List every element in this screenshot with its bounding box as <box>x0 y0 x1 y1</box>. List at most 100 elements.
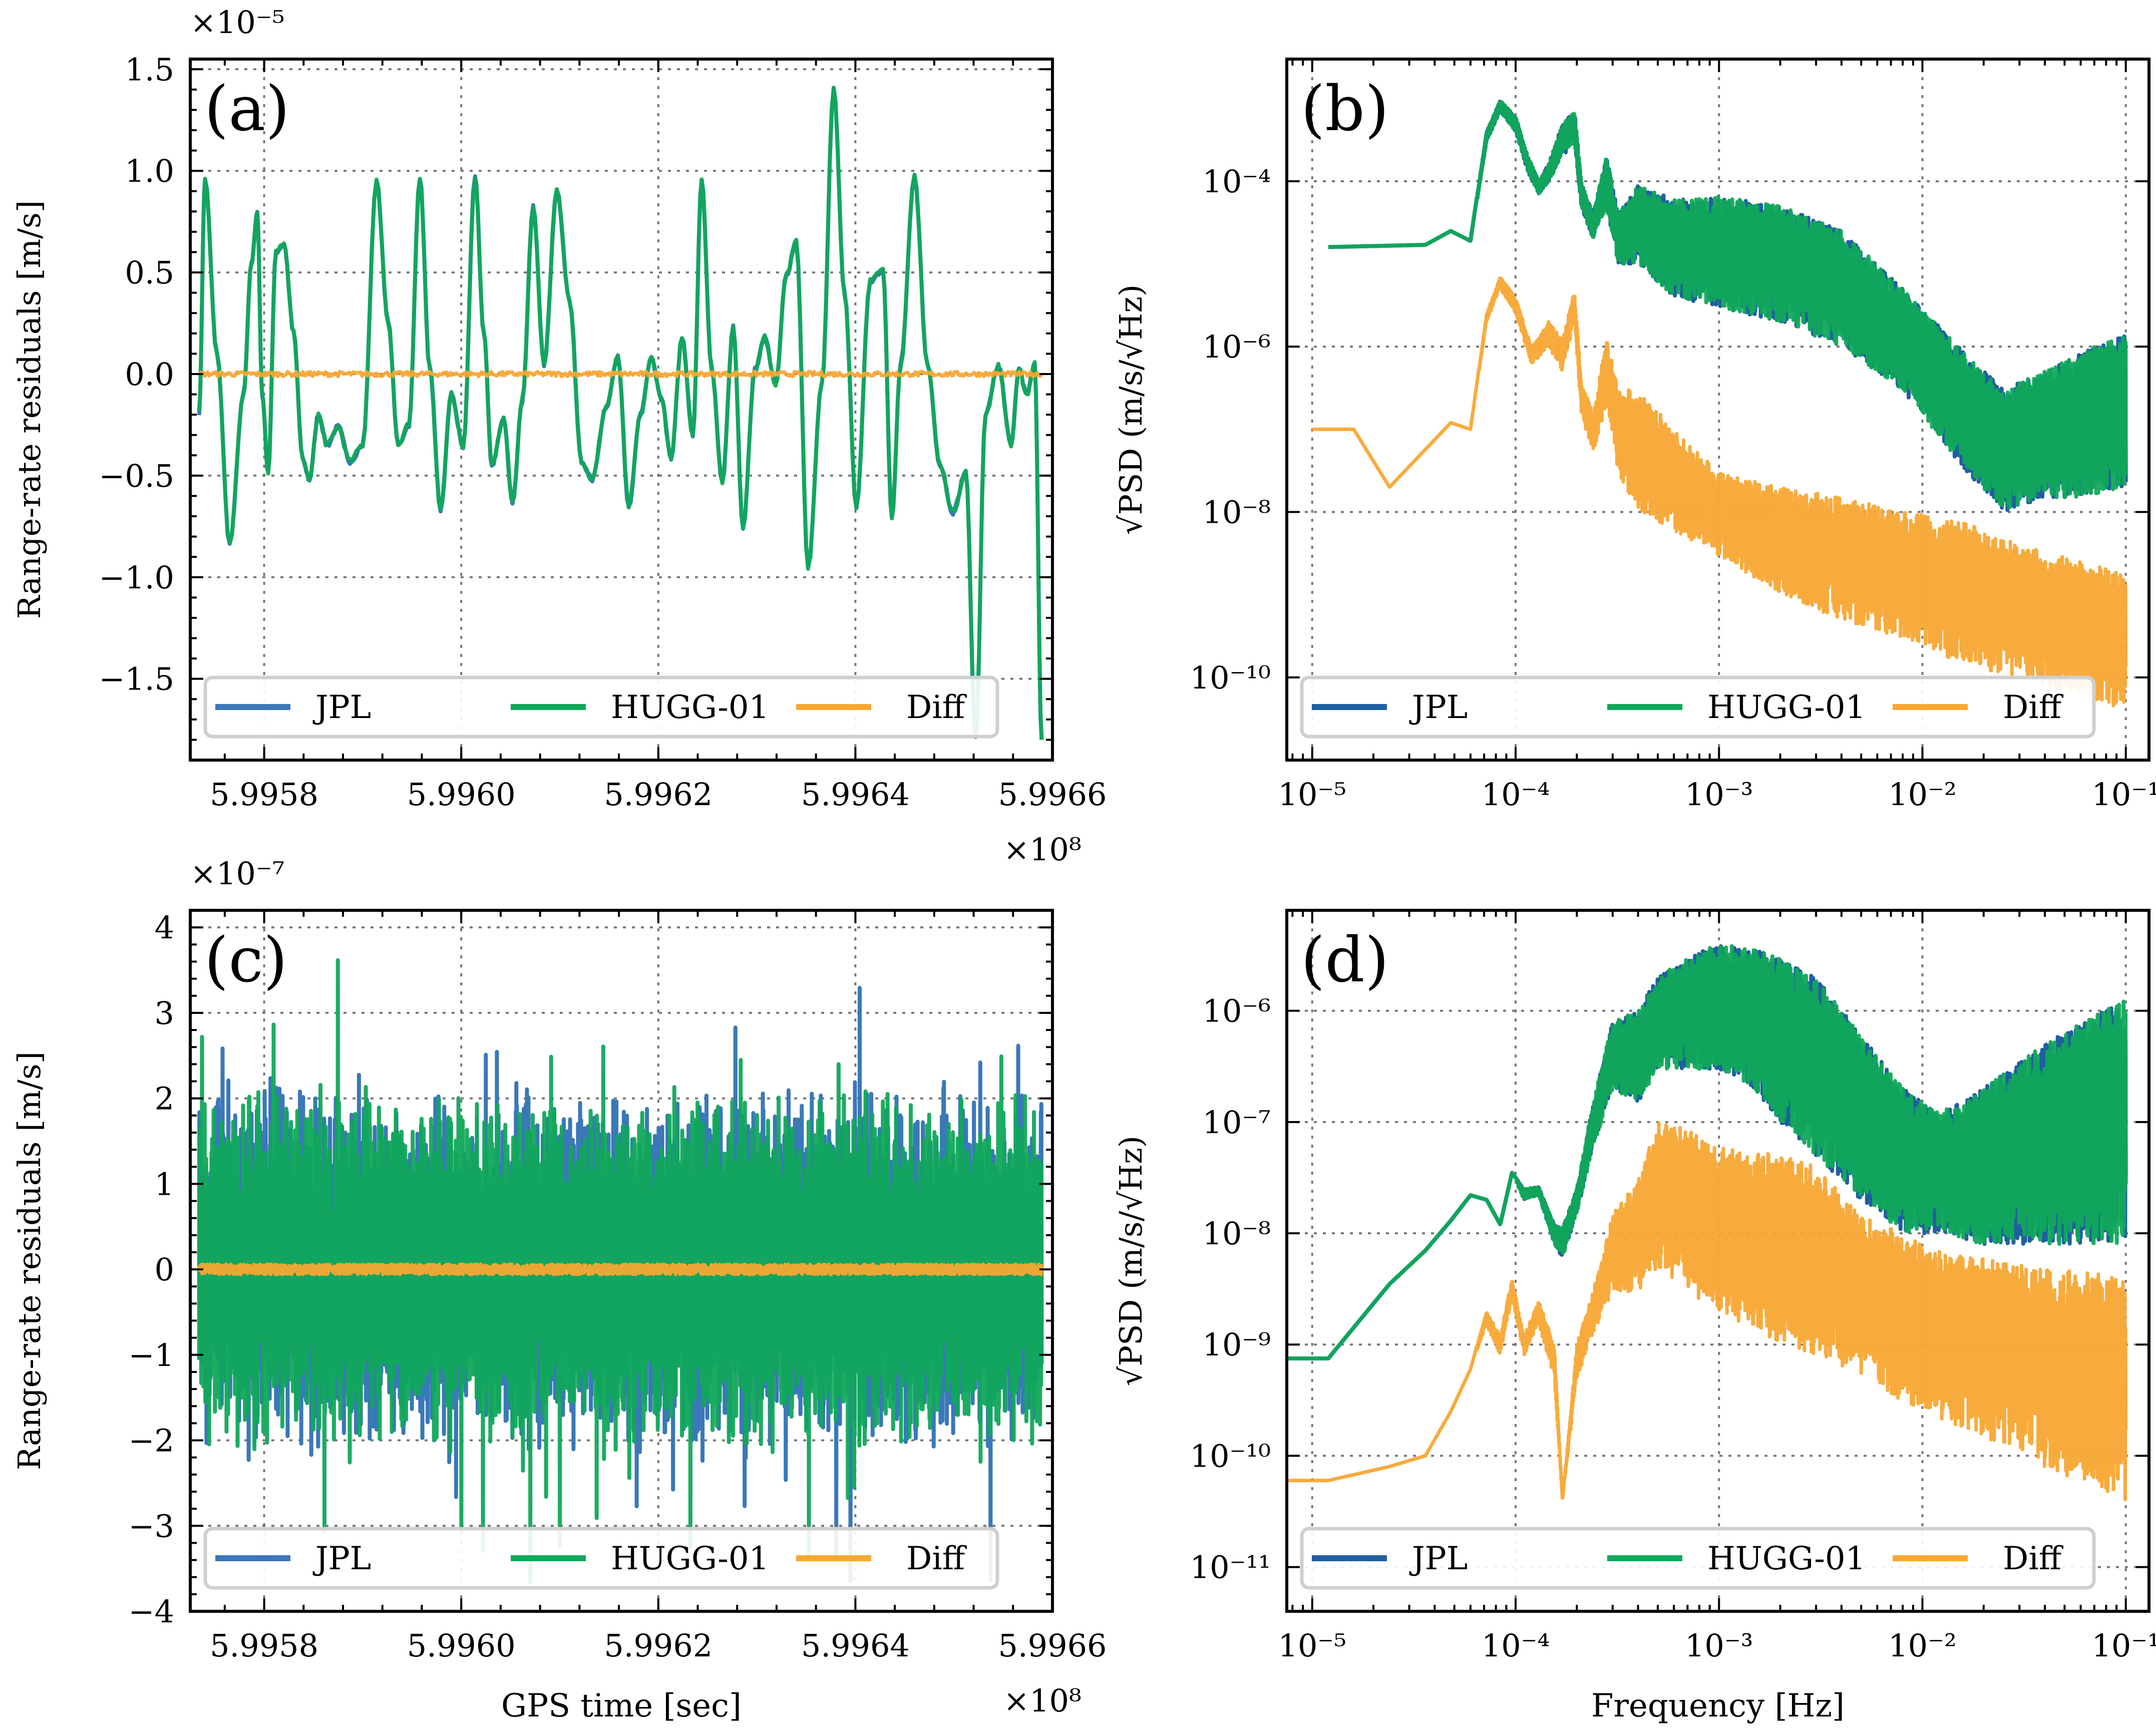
y-tick-label: 0.0 <box>125 356 174 393</box>
y-tick-label: 2 <box>155 1081 174 1117</box>
legend: JPL HUGG-01 Diff <box>203 1527 999 1590</box>
legend-label-hugg-01: HUGG-01 <box>1707 1540 1866 1577</box>
legend-box <box>203 675 999 739</box>
legend-label-diff: Diff <box>906 689 967 726</box>
x-tick-label: 10⁻¹ <box>2091 776 2156 813</box>
ticks <box>1287 910 2149 1611</box>
y-tick-label: 10⁻⁶ <box>1203 993 1271 1029</box>
legend-label-hugg-01: HUGG-01 <box>1707 689 1866 726</box>
ticks <box>190 910 1053 1612</box>
x-multiplier: ×10⁸ <box>1003 831 1082 868</box>
series-hugg-01 <box>1287 944 2128 1360</box>
panel-label: (b) <box>1301 73 1389 145</box>
x-tick-label: 10⁻⁴ <box>1482 776 1550 813</box>
y-tick-label: 3 <box>155 995 174 1031</box>
series-hugg-01 <box>197 86 1044 740</box>
y-axis-label: √PSD (m/s/√Hz) <box>1113 1136 1149 1386</box>
y-tick-label: 10⁻¹¹ <box>1190 1549 1271 1586</box>
y-tick-label: 10⁻⁴ <box>1203 163 1271 200</box>
y-tick-label: −3 <box>129 1508 174 1544</box>
x-tick-label: 10⁻³ <box>1685 776 1753 813</box>
x-multiplier: ×10⁸ <box>1003 1682 1082 1719</box>
x-tick-label: 10⁻⁵ <box>1278 776 1346 813</box>
y-tick-label: 0.5 <box>125 254 174 291</box>
legend: JPL HUGG-01 Diff <box>203 675 999 739</box>
plot-area <box>1287 944 2128 1502</box>
legend-box <box>1300 675 2096 739</box>
x-tick-label: 10⁻² <box>1888 776 1956 813</box>
x-axis-label: Frequency [Hz] <box>1591 1687 1845 1724</box>
series-diff <box>197 1262 1043 1276</box>
panel-label: (d) <box>1301 924 1389 996</box>
x-tick-label: 5.9966 <box>998 1627 1107 1664</box>
y-tick-label: 10⁻¹⁰ <box>1190 1438 1271 1474</box>
x-axis-label: GPS time [sec] <box>501 1687 742 1724</box>
legend-box <box>1300 1527 2096 1590</box>
plot-area <box>197 86 1044 740</box>
axes-frame <box>1285 58 2150 762</box>
y-tick-label: 10⁻⁶ <box>1203 328 1271 365</box>
y-tick-label: 1.0 <box>125 153 174 189</box>
panel-b: 10⁻⁵ 10⁻⁴ 10⁻³ 10⁻² 10⁻¹ 10⁻¹⁰ 10⁻⁸ 10⁻⁶ 10⁻⁴ √PS… <box>1113 58 2156 813</box>
series-diff <box>198 370 1043 379</box>
x-tick-label: 5.9958 <box>210 776 318 813</box>
legend-label-hugg-01: HUGG-01 <box>611 689 769 726</box>
x-tick-label: 10⁻² <box>1888 1627 1956 1664</box>
x-tick-label: 10⁻³ <box>1685 1627 1753 1664</box>
y-tick-label: 10⁻⁸ <box>1203 494 1271 531</box>
legend-label-diff: Diff <box>2003 1540 2064 1577</box>
x-tick-label: 5.9960 <box>407 1627 516 1664</box>
y-multiplier: ×10⁻⁵ <box>190 4 284 41</box>
series-diff <box>1287 1121 2128 1502</box>
panel-a: 5.9958 5.9960 5.9962 5.9964 5.9966 −1.5 −1.0 −0… <box>11 4 1107 868</box>
y-tick-label: −4 <box>129 1593 174 1630</box>
y-tick-label: 4 <box>155 909 174 946</box>
y-tick-label: −1.5 <box>99 661 174 698</box>
x-tick-label: 5.9958 <box>210 1627 318 1664</box>
legend-label-jpl: JPL <box>312 689 371 726</box>
y-tick-label: −2 <box>129 1423 174 1459</box>
axes-frame <box>189 58 1054 762</box>
x-tick-label: 10⁻⁴ <box>1482 1627 1550 1664</box>
legend-label-diff: Diff <box>906 1540 967 1577</box>
y-axis-label: Range-rate residuals [m/s] <box>11 1052 48 1470</box>
x-tick-label: 10⁻⁵ <box>1278 1627 1346 1664</box>
ticks <box>1287 59 2149 760</box>
y-tick-label: 10⁻⁸ <box>1203 1215 1271 1252</box>
series-hugg-01 <box>1326 100 2128 509</box>
y-tick-label: 10⁻¹⁰ <box>1190 659 1271 696</box>
y-tick-label: −1 <box>129 1337 174 1373</box>
legend-label-jpl: JPL <box>1409 689 1468 726</box>
legend-label-diff: Diff <box>2003 689 2064 726</box>
x-tick-label: 10⁻¹ <box>2091 1627 2156 1664</box>
panel-label: (a) <box>204 73 290 145</box>
x-tick-label: 5.9964 <box>801 776 910 813</box>
legend-label-jpl: JPL <box>1409 1540 1468 1577</box>
y-axis-label: √PSD (m/s/√Hz) <box>1113 284 1149 535</box>
axes-frame <box>189 909 1054 1613</box>
axes-frame <box>1285 909 2150 1613</box>
x-tick-label: 5.9960 <box>407 776 516 813</box>
y-tick-label: −0.5 <box>99 458 174 494</box>
legend-label-jpl: JPL <box>312 1540 371 1577</box>
x-tick-label: 5.9962 <box>604 776 712 813</box>
panel-label: (c) <box>204 924 287 996</box>
y-multiplier: ×10⁻⁷ <box>190 855 284 892</box>
y-tick-label: 10⁻⁷ <box>1203 1104 1271 1141</box>
legend: JPL HUGG-01 Diff <box>1300 1527 2096 1590</box>
y-axis-label: Range-rate residuals [m/s] <box>11 200 48 619</box>
y-tick-label: 1 <box>155 1166 174 1202</box>
x-tick-label: 5.9962 <box>604 1627 712 1664</box>
panel-c: 5.9958 5.9960 5.9962 5.9964 5.9966 −4 −3 −2 −1 0 1… <box>11 855 1107 1724</box>
legend-box <box>203 1527 999 1590</box>
plot-area <box>197 958 1044 1585</box>
y-tick-label: 0 <box>155 1251 174 1288</box>
y-tick-label: 1.5 <box>125 51 174 88</box>
panel-d: 10⁻⁵ 10⁻⁴ 10⁻³ 10⁻² 10⁻¹ 10⁻¹¹ 10⁻¹⁰ 10⁻⁹ 10⁻⁸ 10… <box>1113 909 2156 1724</box>
ticks <box>190 59 1053 761</box>
series-hugg-01 <box>197 958 1044 1585</box>
x-tick-label: 5.9964 <box>801 1627 910 1664</box>
series-diff <box>1310 276 2128 708</box>
legend-label-hugg-01: HUGG-01 <box>611 1540 769 1577</box>
